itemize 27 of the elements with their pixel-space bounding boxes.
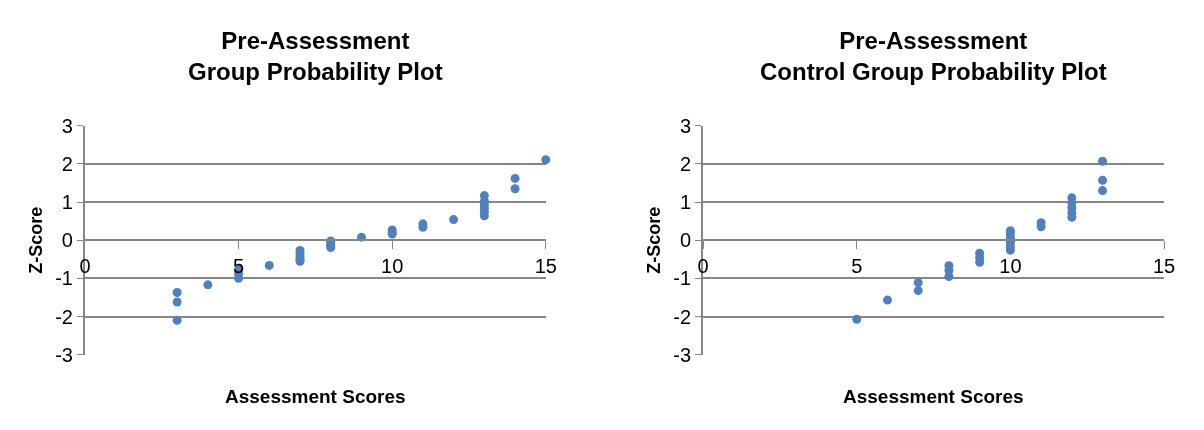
x-axis-title: Assessment Scores: [843, 386, 1024, 407]
y-tick-label: 2: [61, 152, 73, 175]
x-tick-label: 10: [381, 255, 404, 278]
y-tick-label: -1: [673, 267, 692, 290]
x-axis-title: Assessment Scores: [225, 386, 406, 407]
y-tick-label: 0: [61, 229, 73, 252]
y-tick-label: -3: [55, 343, 73, 366]
x-tick-label: 0: [697, 255, 709, 278]
y-tick-label: -2: [55, 305, 73, 328]
x-tick-label: 0: [79, 255, 91, 278]
y-tick-label: 1: [680, 191, 692, 214]
y-tick-label: -3: [673, 343, 692, 366]
x-tick-label: 15: [534, 255, 557, 278]
x-tick-label: 5: [851, 255, 863, 278]
y-tick-label: 2: [680, 152, 692, 175]
y-tick-label: 3: [680, 114, 692, 137]
y-tick-label: 0: [680, 229, 692, 252]
y-axis-title: Z-Score: [25, 206, 46, 274]
chart-title: Pre-Assessment Control Group Probability Plot: [760, 27, 1107, 86]
y-tick-label: -1: [55, 267, 73, 290]
x-tick-label: 15: [1152, 255, 1176, 278]
y-tick-label: 1: [61, 191, 73, 214]
chart-title: Pre-Assessment Group Probability Plot: [188, 27, 443, 86]
y-tick-label: -2: [673, 305, 692, 328]
x-tick-label: 10: [999, 255, 1022, 278]
y-axis-title: Z-Score: [644, 206, 665, 274]
y-tick-label: 3: [61, 114, 73, 137]
